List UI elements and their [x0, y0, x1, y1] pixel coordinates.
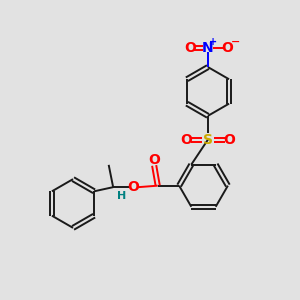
Text: N: N — [202, 41, 214, 55]
Text: H: H — [117, 191, 126, 201]
Text: +: + — [209, 38, 218, 47]
Text: O: O — [184, 41, 196, 55]
Text: O: O — [148, 153, 160, 167]
Text: O: O — [221, 41, 233, 55]
Text: O: O — [127, 180, 139, 194]
Text: S: S — [203, 133, 213, 147]
Text: −: − — [231, 37, 240, 47]
Text: O: O — [181, 133, 193, 147]
Text: O: O — [224, 133, 235, 147]
